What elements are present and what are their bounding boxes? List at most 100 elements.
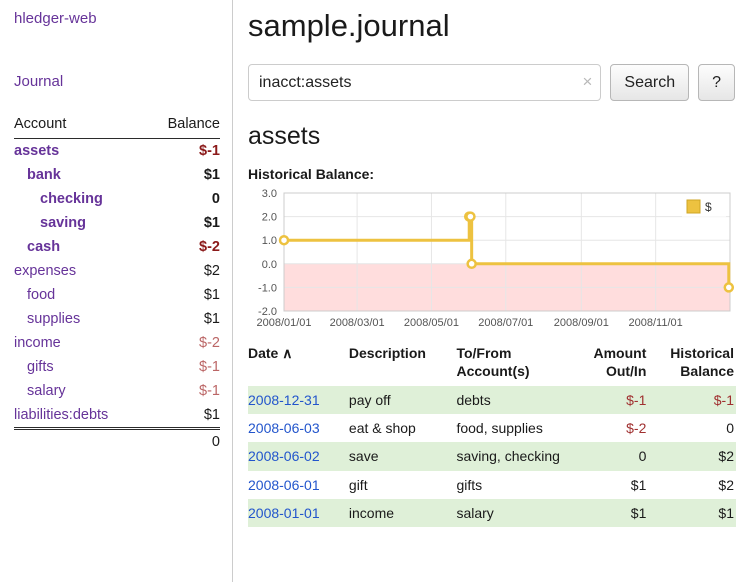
svg-text:2008/09/01: 2008/09/01: [554, 317, 609, 329]
transaction-accounts: food, supplies: [456, 414, 566, 442]
transaction-accounts: debts: [456, 386, 566, 414]
account-link[interactable]: supplies: [27, 311, 80, 327]
svg-text:$: $: [705, 200, 712, 214]
help-button[interactable]: ?: [698, 64, 735, 101]
account-balance: $1: [204, 167, 220, 183]
transaction-accounts: salary: [456, 499, 566, 527]
transaction-date-link[interactable]: 2008-06-02: [248, 448, 320, 464]
account-row: bank $1: [14, 163, 220, 187]
account-row: gifts $-1: [14, 355, 220, 379]
transaction-description: pay off: [349, 386, 457, 414]
register-header-accounts: To/From Account(s): [456, 343, 566, 386]
transaction-description: income: [349, 499, 457, 527]
page-title: sample.journal: [248, 8, 736, 44]
account-balance: 0: [212, 191, 220, 207]
account-balance: $-2: [199, 239, 220, 255]
svg-text:2008/11/01: 2008/11/01: [629, 317, 683, 329]
register-header-amount: Amount Out/In: [567, 343, 649, 386]
account-balance: $2: [204, 263, 220, 279]
account-link[interactable]: bank: [27, 167, 61, 183]
svg-text:0.0: 0.0: [262, 259, 277, 271]
account-balance: $-1: [199, 359, 220, 375]
sort-asc-icon: ∧: [282, 345, 292, 361]
account-balance: $1: [204, 287, 220, 303]
transaction-description: save: [349, 442, 457, 470]
chart-title: Historical Balance:: [248, 166, 736, 182]
account-link[interactable]: income: [14, 335, 61, 351]
account-link[interactable]: gifts: [27, 359, 54, 375]
account-link[interactable]: expenses: [14, 263, 76, 279]
account-balance: $1: [204, 407, 220, 423]
transaction-amount: $-2: [567, 414, 649, 442]
account-link[interactable]: checking: [40, 191, 103, 207]
account-row: supplies $1: [14, 307, 220, 331]
account-link[interactable]: cash: [27, 239, 60, 255]
clear-search-icon[interactable]: ×: [582, 72, 592, 92]
account-row: income $-2: [14, 331, 220, 355]
transaction-description: gift: [349, 471, 457, 499]
transaction-date-link[interactable]: 2008-06-01: [248, 477, 320, 493]
account-link[interactable]: liabilities:debts: [14, 407, 108, 423]
account-balance: $1: [204, 311, 220, 327]
search-input-wrapper: ×: [248, 64, 601, 101]
account-row: expenses $2: [14, 259, 220, 283]
sidebar-item-journal[interactable]: Journal: [14, 73, 220, 90]
search-bar: × Search ?: [248, 64, 735, 101]
transaction-accounts: saving, checking: [456, 442, 566, 470]
register-row: 2008-06-01 gift gifts $1 $2: [248, 471, 736, 499]
svg-text:2008/05/01: 2008/05/01: [404, 317, 459, 329]
sidebar: hledger-web Journal Account Balance asse…: [0, 0, 233, 582]
register-header-row: Date ∧ Description To/From Account(s) Am…: [248, 343, 736, 386]
account-balance: $-1: [199, 383, 220, 399]
svg-text:2008/01/01: 2008/01/01: [256, 317, 311, 329]
register-row: 2008-01-01 income salary $1 $1: [248, 499, 736, 527]
account-link[interactable]: assets: [14, 143, 59, 159]
account-heading: assets: [248, 122, 736, 151]
accounts-total-balance: 0: [146, 429, 220, 455]
accounts-header-row: Account Balance: [14, 110, 220, 139]
account-link[interactable]: salary: [27, 383, 66, 399]
account-row: salary $-1: [14, 379, 220, 403]
transaction-balance: $-1: [648, 386, 736, 414]
transaction-balance: $2: [648, 471, 736, 499]
transaction-amount: $-1: [567, 386, 649, 414]
register-row: 2008-06-03 eat & shop food, supplies $-2…: [248, 414, 736, 442]
transaction-amount: $1: [567, 499, 649, 527]
accounts-header-balance: Balance: [146, 110, 220, 139]
transaction-balance: 0: [648, 414, 736, 442]
account-row: assets $-1: [14, 139, 220, 164]
accounts-table: Account Balance assets $-1 bank $1 check…: [14, 110, 220, 454]
date-header-label: Date: [248, 345, 278, 361]
account-row: checking 0: [14, 187, 220, 211]
main-content: sample.journal × Search ? assets Histori…: [233, 0, 742, 582]
accounts-header-account: Account: [14, 110, 146, 139]
svg-text:-1.0: -1.0: [258, 282, 277, 294]
register-header-balance: Historical Balance: [648, 343, 736, 386]
transaction-amount: $1: [567, 471, 649, 499]
search-input[interactable]: [248, 64, 601, 101]
svg-text:2.0: 2.0: [262, 212, 277, 224]
account-row: saving $1: [14, 211, 220, 235]
transaction-balance: $2: [648, 442, 736, 470]
register-row: 2008-12-31 pay off debts $-1 $-1: [248, 386, 736, 414]
historical-balance-chart: 3.02.01.00.0-1.0-2.02008/01/012008/03/01…: [248, 185, 734, 337]
search-button[interactable]: Search: [610, 64, 689, 101]
account-row: liabilities:debts $1: [14, 403, 220, 429]
transaction-description: eat & shop: [349, 414, 457, 442]
transaction-balance: $1: [648, 499, 736, 527]
app-title-link[interactable]: hledger-web: [14, 10, 220, 27]
accounts-total-row: 0: [14, 429, 220, 455]
transaction-date-link[interactable]: 2008-12-31: [248, 392, 320, 408]
account-link[interactable]: food: [27, 287, 55, 303]
register-table: Date ∧ Description To/From Account(s) Am…: [248, 343, 736, 527]
account-link[interactable]: saving: [40, 215, 86, 231]
register-header-description: Description: [349, 343, 457, 386]
transaction-date-link[interactable]: 2008-06-03: [248, 420, 320, 436]
svg-text:3.0: 3.0: [262, 188, 277, 200]
account-balance: $-2: [199, 335, 220, 351]
svg-text:2008/03/01: 2008/03/01: [330, 317, 385, 329]
account-balance: $1: [204, 215, 220, 231]
transaction-amount: 0: [567, 442, 649, 470]
register-header-date[interactable]: Date ∧: [248, 343, 349, 386]
transaction-date-link[interactable]: 2008-01-01: [248, 505, 320, 521]
